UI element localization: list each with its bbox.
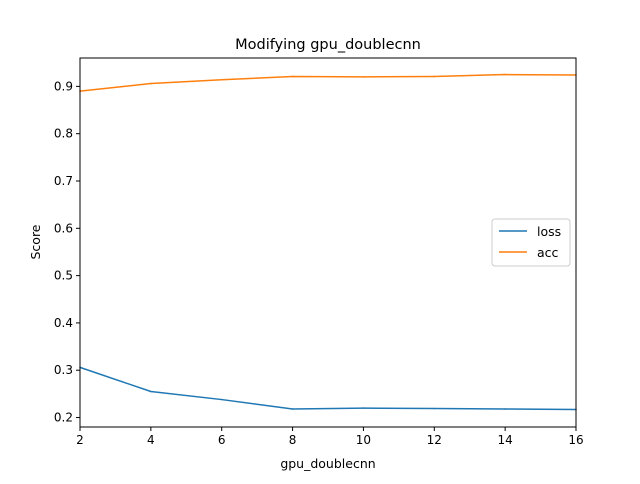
y-tick-label: 0.3 <box>54 363 73 377</box>
data-point-loss <box>150 390 152 393</box>
data-point-acc <box>504 73 506 76</box>
x-tick-label: 10 <box>356 433 371 447</box>
x-tick-label: 4 <box>147 433 155 447</box>
y-tick-label: 0.2 <box>54 411 73 425</box>
data-point-acc <box>150 82 152 85</box>
x-tick-label: 6 <box>218 433 226 447</box>
legend: loss acc <box>491 218 571 267</box>
y-axis-label: Score <box>28 224 43 259</box>
data-point-loss <box>433 407 436 410</box>
y-tick-label: 0.5 <box>54 269 73 283</box>
y-tick-label: 0.7 <box>54 174 73 188</box>
x-tick-label: 14 <box>498 433 513 447</box>
data-point-loss <box>504 408 506 410</box>
series-line-loss <box>79 366 577 411</box>
data-point-acc <box>433 75 436 78</box>
series-line-acc <box>79 73 577 92</box>
x-tick-label: 12 <box>427 433 442 447</box>
data-point-acc <box>291 75 294 78</box>
y-tick-label: 0.4 <box>54 316 73 330</box>
y-tick-label: 0.9 <box>54 79 73 93</box>
x-tick-label: 8 <box>289 433 297 447</box>
y-tick-label: 0.6 <box>54 221 73 235</box>
legend-label-loss: loss <box>537 224 561 239</box>
data-point-loss <box>291 408 294 410</box>
x-tick-label: 2 <box>76 433 84 447</box>
x-tick-label: 16 <box>568 433 583 447</box>
plot-frame <box>79 57 577 428</box>
data-point-loss <box>362 407 365 409</box>
y-tick-label: 0.8 <box>54 127 73 141</box>
data-point-loss <box>220 398 223 401</box>
chart-title: Modifying gpu_doublecnn <box>235 37 421 53</box>
legend-label-acc: acc <box>537 245 559 260</box>
data-point-acc <box>220 78 223 81</box>
data-point-acc <box>362 76 365 78</box>
axis-ticks: 2 4 6 8 10 12 14 16 0.2 0.3 0.4 0.5 0.6 0.7 0.8 0.9 <box>54 79 584 447</box>
series-lines <box>79 73 577 411</box>
x-axis-label: gpu_doublecnn <box>280 456 375 471</box>
